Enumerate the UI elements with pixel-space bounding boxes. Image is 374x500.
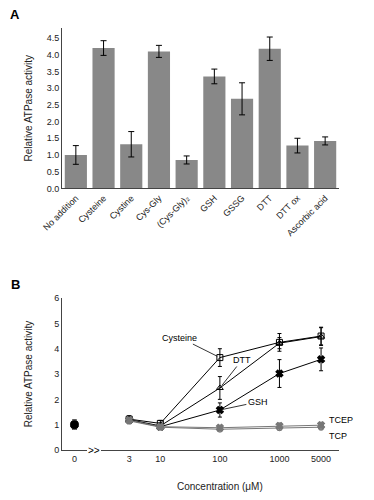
svg-text:1000: 1000 (269, 454, 289, 464)
svg-text:A: A (10, 7, 20, 22)
svg-text:GSSG: GSSG (221, 193, 246, 218)
svg-text:5000: 5000 (311, 454, 331, 464)
svg-text:DTT: DTT (255, 193, 275, 213)
svg-text:1: 1 (54, 420, 59, 430)
svg-text:Cysteine: Cysteine (76, 193, 108, 225)
svg-text:Relative ATPase activity: Relative ATPase activity (23, 55, 34, 162)
svg-text:5: 5 (54, 319, 59, 329)
svg-text:GSH: GSH (248, 397, 268, 407)
svg-text:100: 100 (212, 454, 227, 464)
svg-text:0.0: 0.0 (47, 184, 60, 194)
svg-text:6: 6 (54, 293, 59, 303)
svg-text:1.0: 1.0 (47, 150, 60, 160)
svg-text:Concentration (μM): Concentration (μM) (177, 481, 263, 492)
svg-text:(Cys-Gly)₂: (Cys-Gly)₂ (155, 193, 192, 230)
svg-text:10: 10 (155, 454, 165, 464)
svg-text:3: 3 (54, 369, 59, 379)
svg-text:DTT: DTT (233, 355, 251, 365)
svg-text:3.0: 3.0 (47, 83, 60, 93)
svg-text:1.5: 1.5 (47, 133, 60, 143)
svg-text:4.0: 4.0 (47, 50, 60, 60)
svg-text:DTT ox: DTT ox (274, 193, 302, 221)
svg-text:Relative ATPase activity: Relative ATPase activity (23, 321, 34, 428)
svg-text:0.5: 0.5 (47, 167, 60, 177)
svg-text:2: 2 (54, 395, 59, 405)
svg-text:3: 3 (127, 454, 132, 464)
svg-text:4.5: 4.5 (47, 33, 60, 43)
svg-text:4: 4 (54, 344, 59, 354)
svg-text:0: 0 (54, 445, 59, 455)
svg-text:Cysteine: Cysteine (162, 333, 197, 343)
svg-text:3.5: 3.5 (47, 67, 60, 77)
svg-text:Cys-Gly: Cys-Gly (134, 193, 164, 223)
svg-text:No addition: No addition (41, 193, 80, 232)
svg-text:TCEP: TCEP (329, 415, 353, 425)
svg-text:GSH: GSH (198, 193, 219, 214)
svg-text:Ascorbic acid: Ascorbic acid (285, 193, 330, 238)
svg-text:Cystine: Cystine (108, 193, 136, 221)
svg-text:0: 0 (72, 454, 77, 464)
svg-text:TCP: TCP (329, 431, 347, 441)
svg-text:>>: >> (88, 445, 100, 456)
svg-text:2.5: 2.5 (47, 100, 60, 110)
svg-text:2.0: 2.0 (47, 117, 60, 127)
svg-text:B: B (11, 277, 20, 292)
